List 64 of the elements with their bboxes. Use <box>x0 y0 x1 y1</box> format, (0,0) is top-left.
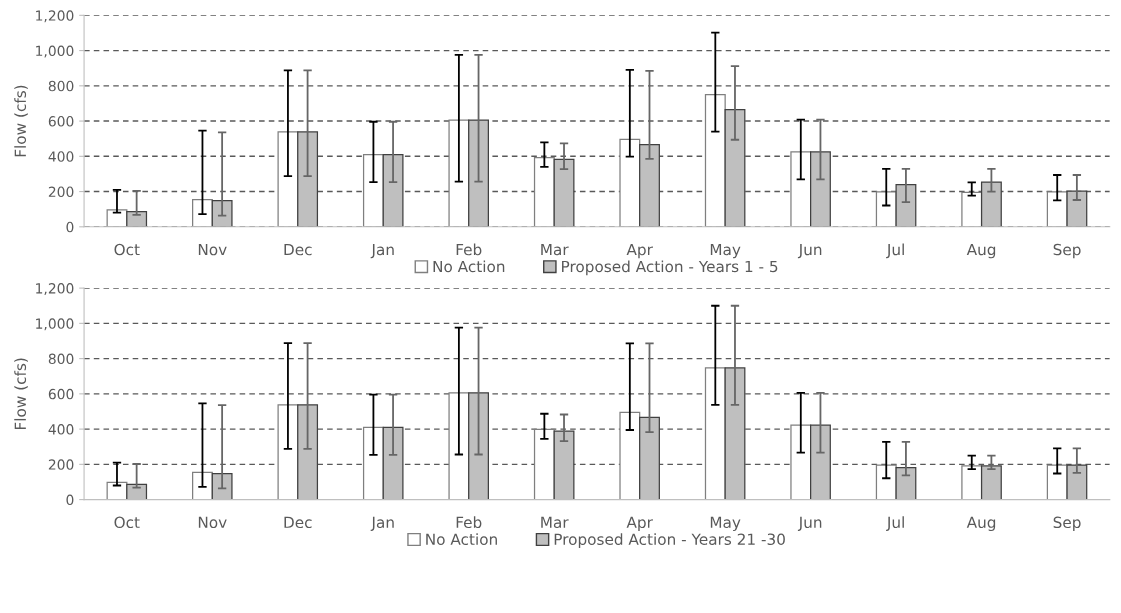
x-tick-label: Oct <box>114 516 140 529</box>
x-tick-label: Feb <box>456 243 482 256</box>
bar <box>961 191 983 227</box>
legend-label: Proposed Action - Years 21 -30 <box>554 533 785 548</box>
bar <box>875 464 897 500</box>
x-tick-label: Mar <box>541 516 569 529</box>
y-tick-label: 1,000 <box>36 318 74 331</box>
bar <box>961 465 983 500</box>
y-tick-label: 1,200 <box>36 283 74 295</box>
x-tick-label: Sep <box>1053 516 1081 532</box>
x-tick-label: Jul <box>886 243 904 259</box>
bar <box>533 428 555 500</box>
x-tick-label: Feb <box>456 516 482 529</box>
y-axis-title: Flow (cfs) <box>14 85 28 157</box>
x-tick-label: Sep <box>1053 243 1081 259</box>
x-tick-label: Aug <box>966 516 996 532</box>
x-tick-label: May <box>710 516 741 532</box>
bar <box>704 367 726 500</box>
y-tick-label: 0 <box>66 221 74 233</box>
x-tick-label: Jul <box>886 516 904 531</box>
bar <box>533 157 555 227</box>
y-tick-label: 1,200 <box>36 10 74 23</box>
y-tick-label: 1,000 <box>36 45 74 58</box>
y-tick-label: 600 <box>48 116 74 127</box>
x-tick-label: Mar <box>541 243 569 256</box>
y-tick-label: 400 <box>48 151 74 162</box>
bar <box>192 199 213 227</box>
bar <box>448 119 470 227</box>
x-tick-label: May <box>710 243 741 259</box>
y-tick-label: 600 <box>48 388 74 400</box>
x-tick-label: Jun <box>797 516 822 531</box>
x-tick-label: Apr <box>626 243 653 259</box>
bar <box>448 392 470 500</box>
x-tick-label: Jan <box>370 516 394 531</box>
bar <box>790 424 812 500</box>
y-tick-label: 400 <box>48 424 74 435</box>
x-tick-label: Nov <box>198 516 227 529</box>
bar <box>192 471 213 500</box>
y-tick-label: 200 <box>48 459 74 470</box>
bar <box>619 411 641 500</box>
bar <box>704 94 726 227</box>
bar <box>619 138 641 227</box>
legend-label: No Action <box>426 533 497 546</box>
x-tick-label: Dec <box>284 243 312 256</box>
legend-label: Proposed Action - Years 1 - 5 <box>562 260 778 276</box>
bar <box>362 153 384 227</box>
bar <box>362 426 384 500</box>
y-tick-label: 800 <box>48 353 74 365</box>
x-tick-label: Jan <box>370 243 394 259</box>
x-tick-label: Jun <box>797 243 822 259</box>
y-axis-title: Flow (cfs) <box>14 358 28 430</box>
bar <box>277 404 299 500</box>
y-tick-label: 800 <box>48 80 74 92</box>
x-tick-label: Aug <box>966 243 996 259</box>
x-tick-label: Dec <box>284 516 312 529</box>
bar <box>790 151 812 227</box>
y-tick-label: 0 <box>66 494 74 506</box>
x-tick-label: Nov <box>198 243 227 256</box>
legend-label: No Action <box>433 260 505 273</box>
bar <box>277 131 299 227</box>
y-tick-label: 200 <box>48 186 74 198</box>
x-tick-label: Apr <box>626 516 653 532</box>
bar <box>1046 464 1068 500</box>
x-tick-label: Oct <box>114 243 140 256</box>
